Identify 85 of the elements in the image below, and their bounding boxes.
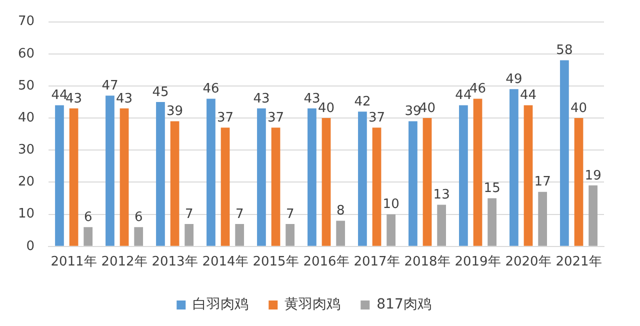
x-tick-label: 2020年 bbox=[505, 254, 552, 270]
y-tick-label: 60 bbox=[18, 46, 35, 62]
x-tick-label: 2018年 bbox=[404, 254, 450, 270]
bar bbox=[170, 121, 180, 246]
data-label: 37 bbox=[217, 110, 234, 126]
bar bbox=[322, 118, 331, 246]
legend-label: 817肉鸡 bbox=[376, 296, 432, 313]
y-tick-label: 30 bbox=[18, 142, 35, 158]
data-label: 47 bbox=[102, 78, 118, 94]
data-label: 44 bbox=[520, 88, 537, 104]
data-label: 39 bbox=[404, 104, 422, 120]
bar bbox=[538, 192, 547, 246]
x-tick-label: 2021年 bbox=[556, 254, 602, 270]
bar bbox=[437, 204, 446, 246]
data-label: 43 bbox=[253, 91, 270, 106]
data-label: 17 bbox=[534, 174, 551, 190]
legend-label: 白羽肉鸡 bbox=[192, 296, 249, 313]
data-label: 7 bbox=[184, 206, 194, 222]
data-label: 37 bbox=[368, 110, 386, 126]
bar bbox=[69, 108, 78, 246]
bar bbox=[286, 224, 295, 246]
bar bbox=[422, 118, 432, 246]
bar bbox=[524, 105, 533, 246]
bar bbox=[588, 185, 598, 246]
data-label: 43 bbox=[116, 91, 133, 106]
bar bbox=[84, 227, 93, 246]
data-label: 46 bbox=[202, 82, 220, 97]
bar bbox=[488, 198, 496, 246]
data-label: 15 bbox=[484, 181, 500, 196]
bar bbox=[120, 108, 129, 246]
bar bbox=[156, 102, 165, 246]
x-tick-label: 2014年 bbox=[202, 254, 248, 270]
data-label: 7 bbox=[286, 206, 294, 222]
data-label: 40 bbox=[418, 100, 436, 116]
data-label: 19 bbox=[584, 168, 602, 184]
bar bbox=[308, 108, 316, 246]
y-tick-label: 20 bbox=[18, 174, 35, 190]
data-label: 6 bbox=[84, 210, 92, 226]
y-tick-label: 0 bbox=[26, 238, 35, 254]
y-tick-label: 40 bbox=[18, 110, 35, 126]
bar bbox=[386, 214, 396, 246]
bar bbox=[574, 118, 584, 246]
bar bbox=[336, 220, 346, 246]
bar bbox=[206, 98, 216, 246]
bar bbox=[235, 224, 244, 246]
bar bbox=[184, 224, 194, 246]
bar bbox=[55, 105, 64, 246]
data-label: 58 bbox=[556, 43, 573, 58]
data-label: 40 bbox=[570, 100, 588, 116]
x-tick-label: 2017年 bbox=[354, 254, 400, 270]
y-tick-label: 70 bbox=[18, 14, 35, 30]
data-label: 42 bbox=[354, 94, 371, 110]
bar bbox=[372, 128, 382, 246]
data-label: 40 bbox=[318, 100, 335, 116]
data-label: 8 bbox=[336, 204, 345, 219]
data-label: 37 bbox=[268, 110, 284, 126]
x-tick-label: 2013年 bbox=[152, 254, 198, 270]
data-label: 39 bbox=[166, 104, 184, 120]
x-tick-label: 2015年 bbox=[252, 254, 299, 270]
bar bbox=[459, 105, 468, 246]
bar bbox=[408, 121, 418, 246]
data-label: 43 bbox=[304, 91, 320, 106]
x-tick-label: 2019年 bbox=[454, 254, 501, 270]
bar bbox=[220, 128, 230, 246]
data-label: 7 bbox=[235, 206, 244, 222]
bar bbox=[510, 89, 518, 246]
data-label: 6 bbox=[134, 210, 143, 226]
data-label: 43 bbox=[66, 91, 82, 106]
data-label: 45 bbox=[152, 84, 169, 100]
bar bbox=[473, 98, 482, 246]
bar bbox=[134, 227, 144, 246]
bar bbox=[257, 108, 266, 246]
data-label: 10 bbox=[382, 197, 400, 212]
y-tick-label: 10 bbox=[18, 206, 35, 222]
data-label: 49 bbox=[506, 72, 522, 88]
y-tick-label: 50 bbox=[18, 78, 35, 94]
x-tick-label: 2012年 bbox=[101, 254, 148, 270]
x-tick-label: 2011年 bbox=[50, 254, 97, 270]
data-label: 13 bbox=[433, 188, 450, 203]
bar bbox=[271, 128, 280, 246]
legend-label: 黄羽肉鸡 bbox=[284, 296, 341, 313]
x-tick-label: 2016年 bbox=[303, 254, 350, 270]
bar bbox=[358, 112, 367, 246]
bar bbox=[106, 96, 114, 246]
bar bbox=[560, 60, 569, 246]
